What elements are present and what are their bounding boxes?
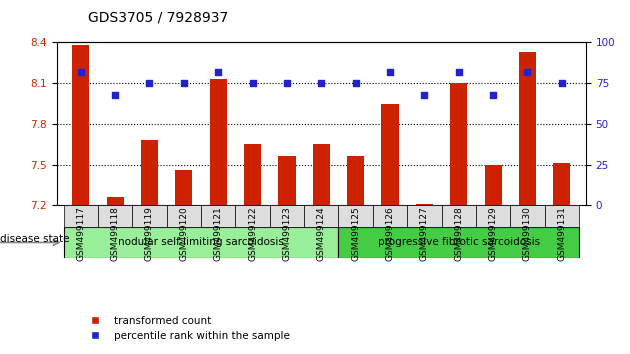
Point [385, 69, 395, 75]
Bar [484, 165, 501, 205]
FancyBboxPatch shape [338, 227, 579, 258]
FancyBboxPatch shape [510, 205, 545, 227]
Text: GSM499128: GSM499128 [454, 206, 463, 261]
FancyBboxPatch shape [201, 205, 236, 227]
Point [316, 80, 326, 86]
Text: GSM499126: GSM499126 [386, 206, 394, 261]
Bar [72, 45, 89, 205]
Text: GSM499130: GSM499130 [523, 206, 532, 261]
Text: GSM499122: GSM499122 [248, 206, 257, 261]
FancyBboxPatch shape [373, 205, 407, 227]
Bar [416, 204, 433, 205]
FancyBboxPatch shape [64, 227, 338, 258]
Point [557, 80, 567, 86]
Bar [210, 79, 227, 205]
Point [488, 92, 498, 97]
FancyBboxPatch shape [476, 205, 510, 227]
Text: GSM499131: GSM499131 [558, 206, 566, 261]
FancyBboxPatch shape [304, 205, 338, 227]
Point [282, 80, 292, 86]
Text: GSM499121: GSM499121 [214, 206, 223, 261]
Point [420, 92, 430, 97]
Point [179, 80, 189, 86]
Bar [553, 163, 570, 205]
FancyBboxPatch shape [167, 205, 201, 227]
FancyBboxPatch shape [407, 205, 442, 227]
Point [522, 69, 532, 75]
FancyBboxPatch shape [132, 205, 167, 227]
Bar [106, 197, 123, 205]
Text: GSM499125: GSM499125 [351, 206, 360, 261]
Bar [381, 104, 399, 205]
Text: GSM499127: GSM499127 [420, 206, 429, 261]
Text: GSM499120: GSM499120 [180, 206, 188, 261]
Text: GSM499124: GSM499124 [317, 206, 326, 261]
Bar [278, 156, 295, 205]
Bar [519, 52, 536, 205]
FancyBboxPatch shape [270, 205, 304, 227]
Legend: transformed count, percentile rank within the sample: transformed count, percentile rank withi… [81, 312, 294, 345]
FancyBboxPatch shape [64, 205, 98, 227]
Bar [312, 144, 330, 205]
Bar [450, 83, 467, 205]
Text: progressive fibrotic sarcoidosis: progressive fibrotic sarcoidosis [378, 238, 540, 247]
FancyBboxPatch shape [98, 205, 132, 227]
Bar [347, 156, 364, 205]
Point [351, 80, 361, 86]
Point [110, 92, 120, 97]
Text: GDS3705 / 7928937: GDS3705 / 7928937 [88, 11, 229, 25]
FancyBboxPatch shape [442, 205, 476, 227]
Bar [175, 170, 192, 205]
Text: disease state: disease state [0, 234, 69, 244]
Point [144, 80, 154, 86]
Bar [141, 140, 158, 205]
Text: GSM499129: GSM499129 [489, 206, 498, 261]
Bar [244, 144, 261, 205]
Text: GSM499117: GSM499117 [76, 206, 85, 261]
Point [213, 69, 223, 75]
Text: GSM499123: GSM499123 [282, 206, 292, 261]
Point [76, 69, 86, 75]
Text: GSM499118: GSM499118 [111, 206, 120, 261]
FancyBboxPatch shape [236, 205, 270, 227]
Point [454, 69, 464, 75]
FancyBboxPatch shape [545, 205, 579, 227]
Text: nodular self-limiting sarcoidosis: nodular self-limiting sarcoidosis [118, 238, 284, 247]
Point [248, 80, 258, 86]
FancyBboxPatch shape [338, 205, 373, 227]
Text: GSM499119: GSM499119 [145, 206, 154, 261]
